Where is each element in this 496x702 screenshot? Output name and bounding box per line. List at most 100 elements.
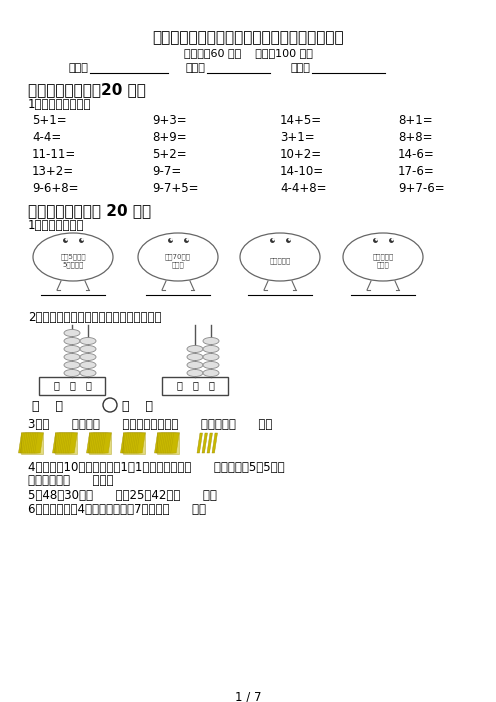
Ellipse shape bbox=[187, 369, 203, 376]
Text: 9-6+8=: 9-6+8= bbox=[32, 182, 78, 195]
Polygon shape bbox=[207, 433, 212, 453]
Polygon shape bbox=[27, 433, 36, 453]
Text: 数，需要数（      ）次。: 数，需要数（ ）次。 bbox=[28, 474, 114, 487]
Text: 1、猜猜我是谁？: 1、猜猜我是谁？ bbox=[28, 219, 84, 232]
Text: 13+2=: 13+2= bbox=[32, 165, 74, 178]
Polygon shape bbox=[126, 433, 134, 453]
Polygon shape bbox=[121, 433, 129, 453]
Polygon shape bbox=[22, 433, 31, 453]
Polygon shape bbox=[167, 433, 176, 453]
Text: 14-6=: 14-6= bbox=[398, 148, 435, 161]
Polygon shape bbox=[24, 433, 32, 453]
Text: 1 / 7: 1 / 7 bbox=[235, 690, 261, 702]
Text: 17-6=: 17-6= bbox=[398, 165, 435, 178]
Text: （时间：60 分钟    分数：100 分）: （时间：60 分钟 分数：100 分） bbox=[184, 48, 312, 58]
Bar bbox=[89, 432, 111, 454]
Ellipse shape bbox=[80, 354, 96, 361]
Ellipse shape bbox=[64, 345, 80, 352]
Polygon shape bbox=[67, 433, 75, 453]
Polygon shape bbox=[96, 433, 104, 453]
Ellipse shape bbox=[203, 338, 219, 345]
Polygon shape bbox=[124, 433, 132, 453]
Polygon shape bbox=[26, 433, 34, 453]
Text: 9+7-6=: 9+7-6= bbox=[398, 182, 444, 195]
Ellipse shape bbox=[64, 329, 80, 336]
Text: 14+5=: 14+5= bbox=[280, 114, 322, 127]
Bar bbox=[21, 432, 43, 454]
Text: 我是一个百: 我是一个百 bbox=[269, 258, 291, 265]
Ellipse shape bbox=[64, 338, 80, 345]
Ellipse shape bbox=[80, 345, 96, 352]
Ellipse shape bbox=[203, 345, 219, 352]
Polygon shape bbox=[202, 433, 207, 453]
Polygon shape bbox=[160, 433, 169, 453]
Text: 一、计算小能手（20 分）: 一、计算小能手（20 分） bbox=[28, 82, 146, 97]
Polygon shape bbox=[154, 433, 163, 453]
Polygon shape bbox=[197, 433, 202, 453]
Ellipse shape bbox=[187, 362, 203, 369]
Bar bbox=[39, 377, 105, 395]
Polygon shape bbox=[129, 433, 138, 453]
Polygon shape bbox=[123, 433, 131, 453]
Polygon shape bbox=[137, 433, 145, 453]
Text: 11-11=: 11-11= bbox=[32, 148, 76, 161]
Polygon shape bbox=[35, 433, 43, 453]
Polygon shape bbox=[212, 433, 218, 453]
Text: 3、（      ）个十（      ）个一合起来是（      ），读作（      ）。: 3、（ ）个十（ ）个一合起来是（ ），读作（ ）。 bbox=[28, 418, 272, 431]
Polygon shape bbox=[97, 433, 106, 453]
Text: 个: 个 bbox=[208, 380, 214, 390]
Ellipse shape bbox=[203, 354, 219, 361]
Polygon shape bbox=[56, 433, 64, 453]
Text: 班级：: 班级： bbox=[68, 63, 88, 73]
Ellipse shape bbox=[80, 369, 96, 376]
Text: 我是最大的
两位数: 我是最大的 两位数 bbox=[372, 254, 394, 268]
Polygon shape bbox=[62, 433, 70, 453]
Text: 4-4=: 4-4= bbox=[32, 131, 61, 144]
Polygon shape bbox=[33, 433, 41, 453]
Bar bbox=[162, 377, 228, 395]
Text: 14-10=: 14-10= bbox=[280, 165, 324, 178]
Text: 4-4+8=: 4-4+8= bbox=[280, 182, 326, 195]
Ellipse shape bbox=[203, 369, 219, 376]
Polygon shape bbox=[92, 433, 100, 453]
Text: 1、直接写出得数。: 1、直接写出得数。 bbox=[28, 98, 91, 111]
Ellipse shape bbox=[64, 354, 80, 361]
Bar bbox=[55, 432, 77, 454]
Polygon shape bbox=[162, 433, 170, 453]
Polygon shape bbox=[103, 433, 111, 453]
Polygon shape bbox=[164, 433, 172, 453]
Ellipse shape bbox=[187, 354, 203, 361]
Polygon shape bbox=[165, 433, 174, 453]
Polygon shape bbox=[63, 433, 72, 453]
Polygon shape bbox=[171, 433, 179, 453]
Text: 百: 百 bbox=[176, 380, 182, 390]
Bar bbox=[157, 432, 179, 454]
Text: 二、填空题。（共 20 分）: 二、填空题。（共 20 分） bbox=[28, 203, 151, 218]
Text: 9-7=: 9-7= bbox=[152, 165, 181, 178]
Text: 个: 个 bbox=[85, 380, 91, 390]
Polygon shape bbox=[127, 433, 136, 453]
Polygon shape bbox=[169, 433, 178, 453]
Text: 5、48比30多（      ），25比42少（      ）。: 5、48比30多（ ），25比42少（ ）。 bbox=[28, 489, 217, 502]
Polygon shape bbox=[158, 433, 167, 453]
Text: 百: 百 bbox=[53, 380, 59, 390]
Polygon shape bbox=[135, 433, 143, 453]
Ellipse shape bbox=[64, 369, 80, 376]
Text: 9+3=: 9+3= bbox=[152, 114, 186, 127]
Polygon shape bbox=[54, 433, 63, 453]
Text: 8+8=: 8+8= bbox=[398, 131, 433, 144]
Ellipse shape bbox=[187, 345, 203, 352]
Text: 5+2=: 5+2= bbox=[152, 148, 186, 161]
Polygon shape bbox=[29, 433, 38, 453]
Polygon shape bbox=[90, 433, 99, 453]
Polygon shape bbox=[99, 433, 108, 453]
Text: （    ）: （ ） bbox=[32, 400, 63, 413]
Text: 最新北师大版一年级数学上册期末考试卷含答案: 最新北师大版一年级数学上册期末考试卷含答案 bbox=[152, 30, 344, 45]
Polygon shape bbox=[101, 433, 110, 453]
Polygon shape bbox=[65, 433, 73, 453]
Polygon shape bbox=[131, 433, 140, 453]
Polygon shape bbox=[18, 433, 27, 453]
Polygon shape bbox=[133, 433, 141, 453]
Polygon shape bbox=[88, 433, 97, 453]
Text: 6、一个加数是4，另一个加数是7，和是（      ）。: 6、一个加数是4，另一个加数是7，和是（ ）。 bbox=[28, 503, 206, 516]
